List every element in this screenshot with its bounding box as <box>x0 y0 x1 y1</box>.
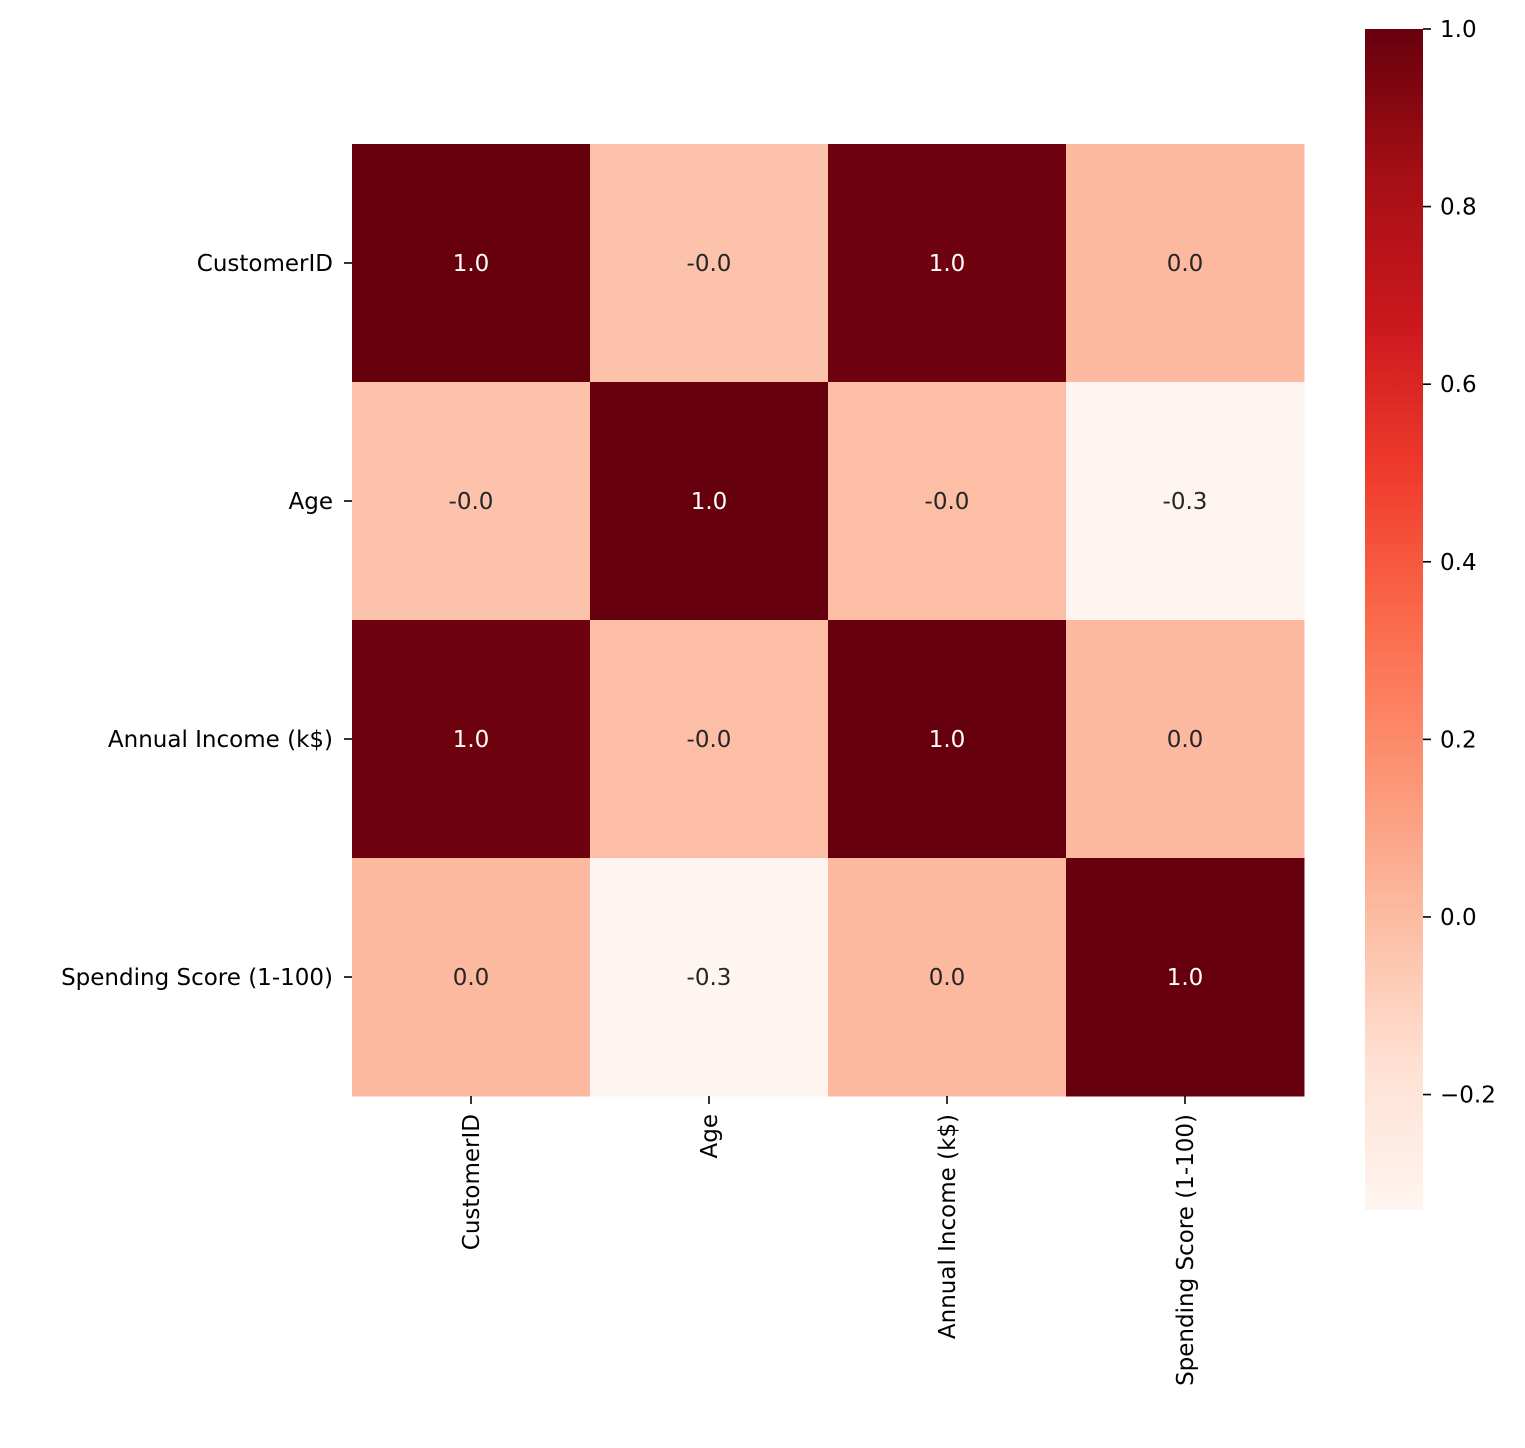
heatmap-cell <box>590 382 829 621</box>
heatmap-cells <box>352 144 1305 1097</box>
colorbar-tick-label: −0.2 <box>1440 1083 1496 1109</box>
heatmap-cell <box>828 620 1067 859</box>
heatmap-cell <box>352 144 591 383</box>
cell-annotation: -0.0 <box>449 489 494 515</box>
y-tick-label: CustomerID <box>197 251 333 277</box>
heatmap-cell <box>1066 858 1305 1097</box>
cell-annotation: -0.3 <box>687 965 732 991</box>
cell-annotation: -0.3 <box>1163 489 1208 515</box>
colorbar-tick-label: 0.0 <box>1440 905 1477 931</box>
cell-annotation: 0.0 <box>1167 727 1204 753</box>
cell-annotation: 1.0 <box>453 251 490 277</box>
x-tick-label: Spending Score (1-100) <box>1173 1114 1199 1386</box>
heatmap-cell <box>352 858 591 1097</box>
x-tick-label: CustomerID <box>459 1114 485 1250</box>
cell-annotation: 0.0 <box>453 965 490 991</box>
cell-annotation: 1.0 <box>1167 965 1204 991</box>
colorbar-tick-label: 1.0 <box>1440 17 1477 43</box>
cell-annotation: -0.0 <box>687 727 732 753</box>
colorbar-tick-label: 0.8 <box>1440 195 1477 221</box>
cell-annotation: 1.0 <box>929 251 966 277</box>
x-axis: CustomerID Age Annual Income (k$) Spending … <box>459 1096 1199 1386</box>
cell-annotation: 1.0 <box>453 727 490 753</box>
x-tick-label: Age <box>697 1114 723 1158</box>
cell-annotation: 1.0 <box>929 727 966 753</box>
heatmap-cell <box>590 858 829 1097</box>
cell-annotation: 0.0 <box>1167 251 1204 277</box>
x-tick-label: Annual Income (k$) <box>935 1114 961 1339</box>
y-tick-label: Age <box>289 489 333 515</box>
heatmap-cell <box>352 382 591 621</box>
colorbar: 1.0 0.8 0.6 0.4 0.2 0.0 −0.2 <box>1365 17 1496 1210</box>
y-axis: CustomerID Age Annual Income (k$) Spending … <box>61 251 352 991</box>
heatmap-cell <box>1066 620 1305 859</box>
heatmap-cell <box>352 620 591 859</box>
heatmap-cell <box>828 144 1067 383</box>
cell-annotation: 0.0 <box>929 965 966 991</box>
heatmap-cell <box>1066 144 1305 383</box>
heatmap-cell <box>828 858 1067 1097</box>
heatmap-cell <box>1066 382 1305 621</box>
cell-annotation: 1.0 <box>691 489 728 515</box>
colorbar-tick-label: 0.6 <box>1440 372 1477 398</box>
y-tick-label: Spending Score (1-100) <box>61 965 333 991</box>
heatmap-cell <box>590 144 829 383</box>
cell-annotation: -0.0 <box>925 489 970 515</box>
heatmap-annotations: 1.0 -0.0 1.0 0.0 -0.0 1.0 -0.0 -0.3 1.0 -0.0 1.0 0.… <box>449 251 1208 991</box>
cell-annotation: -0.0 <box>687 251 732 277</box>
colorbar-tick-label: 0.4 <box>1440 550 1477 576</box>
heatmap-cell <box>828 382 1067 621</box>
heatmap-cell <box>590 620 829 859</box>
colorbar-gradient <box>1365 29 1423 1210</box>
colorbar-tick-label: 0.2 <box>1440 727 1477 753</box>
y-tick-label: Annual Income (k$) <box>108 727 333 753</box>
